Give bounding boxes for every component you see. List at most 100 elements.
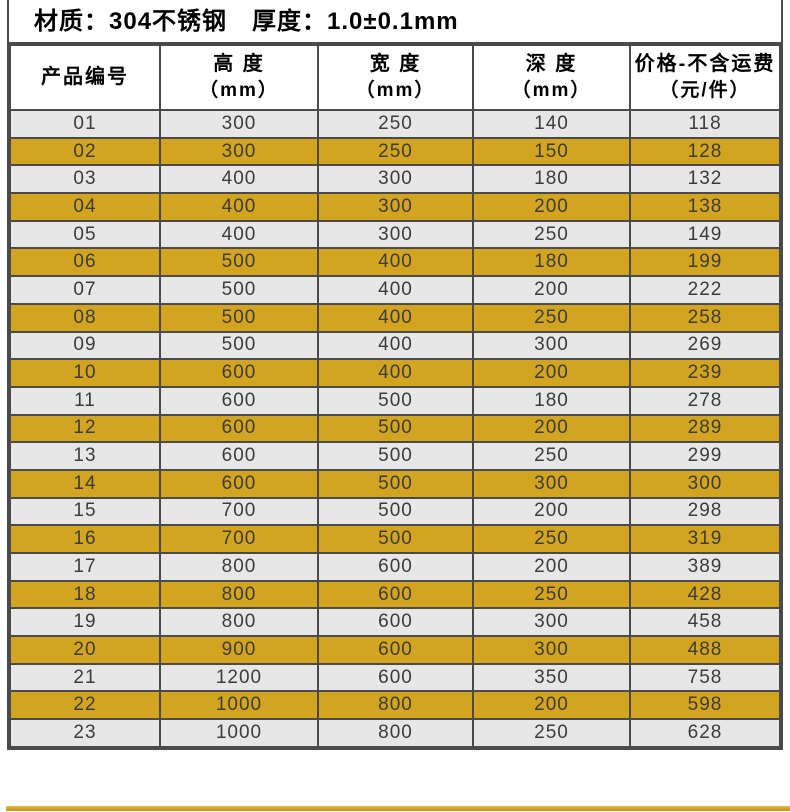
table-cell: 300 <box>629 468 781 499</box>
table-cell: 700 <box>159 524 319 554</box>
table-cell: 118 <box>629 109 781 139</box>
table-cell: 02 <box>9 136 161 167</box>
table-cell: 319 <box>629 524 781 554</box>
table-cell: 138 <box>629 192 781 222</box>
table-row: 19 800 600 300 458 <box>9 607 781 638</box>
spec-price-table: 材质：304不锈钢 厚度：1.0±0.1mm 产品编号高 度（mm）宽 度（mm… <box>7 0 783 750</box>
table-cell: 700 <box>159 496 319 527</box>
table-cell: 300 <box>317 192 474 222</box>
table-row: 21 1200 600 350 758 <box>9 662 781 693</box>
table-cell: 500 <box>317 496 474 527</box>
table-cell: 300 <box>472 330 631 361</box>
table-cell: 222 <box>629 275 781 305</box>
table-row: 11 600 500 180 278 <box>9 385 781 416</box>
column-header: 深 度（mm） <box>472 44 631 111</box>
table-cell: 14 <box>9 468 161 499</box>
table-cell: 200 <box>472 690 631 721</box>
column-header: 高 度（mm） <box>159 44 319 111</box>
table-cell: 15 <box>9 496 161 527</box>
product-table: 产品编号高 度（mm）宽 度（mm）深 度（mm） 价格-不含运费 （元/件） 01… <box>9 44 781 748</box>
table-cell: 289 <box>629 413 781 444</box>
table-cell: 300 <box>472 635 631 665</box>
table-cell: 20 <box>9 635 161 665</box>
table-cell: 149 <box>629 219 781 250</box>
table-cell: 250 <box>472 441 631 471</box>
table-row: 12 600 500 200 289 <box>9 413 781 444</box>
table-cell: 300 <box>317 219 474 250</box>
table-row: 22 1000 800 200 598 <box>9 690 781 721</box>
table-cell: 180 <box>472 164 631 195</box>
table-row: 15 700 500 200 298 <box>9 496 781 527</box>
table-cell: 200 <box>472 192 631 222</box>
table-row: 04 400 300 200 138 <box>9 192 781 222</box>
table-cell: 600 <box>159 441 319 471</box>
table-cell: 250 <box>472 219 631 250</box>
table-cell: 22 <box>9 690 161 721</box>
table-cell: 11 <box>9 385 161 416</box>
table-row: 02 300 250 150 128 <box>9 136 781 167</box>
table-cell: 300 <box>317 164 474 195</box>
table-cell: 300 <box>472 468 631 499</box>
table-row: 20 900 600 300 488 <box>9 635 781 665</box>
table-cell: 05 <box>9 219 161 250</box>
table-cell: 500 <box>159 302 319 333</box>
table-cell: 258 <box>629 302 781 333</box>
table-cell: 09 <box>9 330 161 361</box>
bottom-gold-strip <box>6 806 790 811</box>
table-cell: 200 <box>472 413 631 444</box>
table-cell: 758 <box>629 662 781 693</box>
table-cell: 600 <box>317 635 474 665</box>
table-cell: 08 <box>9 302 161 333</box>
table-cell: 278 <box>629 385 781 416</box>
table-cell: 400 <box>317 358 474 388</box>
table-row: 07 500 400 200 222 <box>9 275 781 305</box>
table-cell: 01 <box>9 109 161 139</box>
table-cell: 150 <box>472 136 631 167</box>
table-cell: 600 <box>159 358 319 388</box>
table-cell: 800 <box>159 552 319 582</box>
table-row: 01 300 250 140 118 <box>9 109 781 139</box>
table-cell: 300 <box>159 136 319 167</box>
table-cell: 350 <box>472 662 631 693</box>
table-row: 18 800 600 250 428 <box>9 579 781 610</box>
table-row: 09 500 400 300 269 <box>9 330 781 361</box>
table-cell: 500 <box>317 385 474 416</box>
table-cell: 800 <box>317 718 474 748</box>
table-row: 10 600 400 200 239 <box>9 358 781 388</box>
table-cell: 250 <box>472 302 631 333</box>
table-cell: 600 <box>159 468 319 499</box>
table-cell: 800 <box>317 690 474 721</box>
table-cell: 1200 <box>159 662 319 693</box>
table-cell: 13 <box>9 441 161 471</box>
table-cell: 23 <box>9 718 161 748</box>
table-cell: 200 <box>472 496 631 527</box>
table-cell: 180 <box>472 247 631 278</box>
table-row: 05 400 300 250 149 <box>9 219 781 250</box>
table-cell: 07 <box>9 275 161 305</box>
table-cell: 400 <box>159 164 319 195</box>
table-cell: 600 <box>317 579 474 610</box>
table-cell: 300 <box>159 109 319 139</box>
table-cell: 250 <box>317 136 474 167</box>
table-cell: 250 <box>317 109 474 139</box>
table-cell: 06 <box>9 247 161 278</box>
table-cell: 598 <box>629 690 781 721</box>
table-cell: 269 <box>629 330 781 361</box>
table-row: 14 600 500 300 300 <box>9 468 781 499</box>
table-cell: 04 <box>9 192 161 222</box>
table-cell: 600 <box>159 385 319 416</box>
table-row: 06 500 400 180 199 <box>9 247 781 278</box>
table-cell: 400 <box>159 192 319 222</box>
table-row: 08 500 400 250 258 <box>9 302 781 333</box>
column-header: 宽 度（mm） <box>317 44 474 111</box>
table-cell: 17 <box>9 552 161 582</box>
table-cell: 800 <box>159 579 319 610</box>
table-cell: 600 <box>317 662 474 693</box>
table-cell: 400 <box>159 219 319 250</box>
table-cell: 500 <box>159 275 319 305</box>
table-cell: 03 <box>9 164 161 195</box>
table-cell: 200 <box>472 358 631 388</box>
table-cell: 1000 <box>159 718 319 748</box>
table-title: 材质：304不锈钢 厚度：1.0±0.1mm <box>9 0 781 44</box>
table-cell: 180 <box>472 385 631 416</box>
